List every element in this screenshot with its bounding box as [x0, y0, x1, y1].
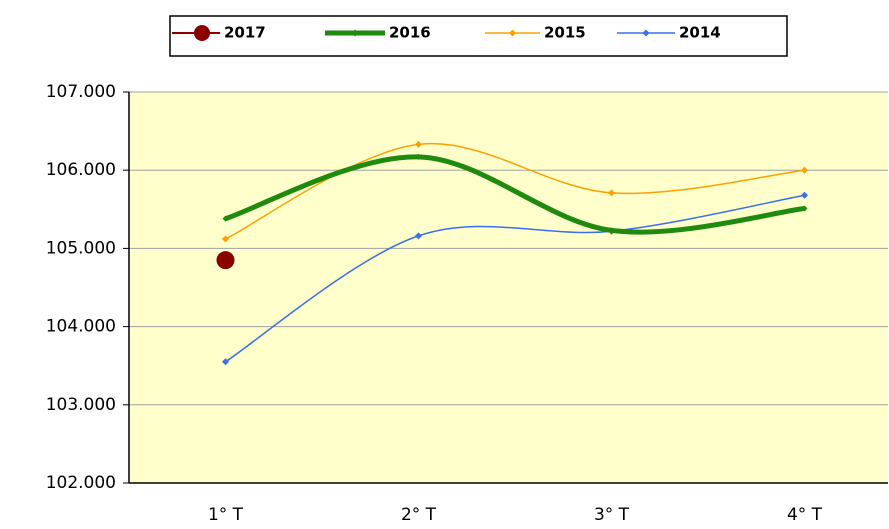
point [415, 232, 422, 240]
y-tick-label: 102.000 [46, 473, 116, 493]
legend-box [169, 15, 788, 57]
y-tick-label: 103.000 [46, 395, 116, 415]
y-tick-label: 106.000 [46, 160, 116, 180]
series-line [225, 194, 805, 363]
legend-label: 2014 [679, 24, 721, 42]
x-tick-label: 4° T [787, 505, 823, 525]
x-tick-label: 3° T [594, 505, 630, 525]
legend-label: 2015 [544, 24, 586, 42]
point [216, 251, 235, 270]
point [801, 166, 808, 174]
point [801, 205, 808, 212]
point [222, 358, 229, 366]
point [415, 140, 422, 148]
point [801, 191, 808, 199]
plot-area [129, 92, 888, 483]
point [415, 153, 422, 160]
point [222, 215, 229, 222]
legend-marker [642, 29, 650, 37]
y-tick-label: 107.000 [46, 82, 116, 102]
point [608, 227, 615, 234]
point [222, 235, 229, 243]
y-tick-label: 104.000 [46, 317, 116, 337]
series-line [224, 154, 805, 235]
legend-marker [194, 25, 210, 41]
x-tick-label: 2° T [401, 505, 437, 525]
legend-label: 2017 [224, 24, 266, 42]
legend-label: 2016 [389, 24, 431, 42]
y-tick-label: 105.000 [46, 238, 116, 258]
series-line [225, 142, 805, 240]
legend-marker [509, 29, 516, 37]
point [608, 189, 615, 197]
x-tick-label: 1° T [208, 505, 244, 525]
legend-marker [351, 29, 359, 37]
